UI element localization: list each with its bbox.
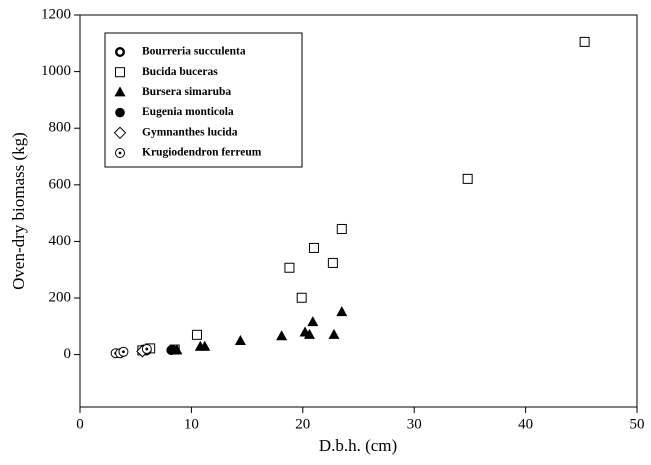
- point: [118, 346, 129, 357]
- point: [328, 328, 340, 339]
- marker-shape: [579, 36, 590, 47]
- y-tick-label: 800: [49, 120, 72, 136]
- marker-shape: [328, 328, 340, 339]
- marker-shape: [284, 262, 295, 273]
- marker-center: [118, 151, 122, 155]
- legend-label: Eugenia monticola: [142, 106, 234, 118]
- point: [296, 292, 307, 303]
- y-tick-label: 600: [49, 176, 72, 192]
- legend-marker: [114, 86, 126, 97]
- point: [336, 306, 348, 317]
- legend-box: [104, 32, 303, 168]
- marker-shape: [115, 107, 125, 118]
- x-tick-label: 40: [518, 416, 533, 432]
- point: [234, 335, 246, 346]
- point: [303, 328, 315, 339]
- x-tick-label: 50: [630, 416, 645, 432]
- point: [462, 173, 473, 184]
- legend-marker: [115, 107, 125, 118]
- point: [327, 257, 338, 268]
- marker-shape: [296, 292, 307, 303]
- point: [141, 343, 152, 354]
- marker-shape: [336, 306, 348, 317]
- marker-shape: [113, 126, 127, 140]
- point: [167, 344, 178, 355]
- point: [336, 223, 347, 234]
- plot-frame: [79, 14, 638, 408]
- marker-shape: [167, 344, 178, 355]
- y-axis-title: Oven-dry biomass (kg): [9, 132, 28, 290]
- legend-marker: [115, 67, 125, 78]
- marker-shape: [308, 242, 319, 253]
- point: [194, 340, 206, 351]
- marker-shape: [114, 47, 125, 58]
- y-tick-label: 0: [64, 346, 72, 362]
- marker-shape: [303, 328, 315, 339]
- legend-marker: [113, 126, 127, 140]
- y-tick-label: 400: [49, 233, 72, 249]
- marker-shape: [191, 329, 202, 340]
- legend-label: Bucida buceras: [142, 66, 218, 78]
- x-tick-label: 0: [76, 416, 84, 432]
- marker-center: [122, 350, 125, 354]
- legend-marker: [115, 148, 125, 158]
- marker-shape: [234, 335, 246, 346]
- marker-shape: [307, 316, 319, 327]
- marker-shape: [336, 223, 347, 234]
- x-axis-title: D.b.h. (cm): [319, 436, 397, 455]
- marker-shape: [327, 257, 338, 268]
- legend-label: Bursera simaruba: [142, 86, 231, 98]
- legend-marker: [114, 47, 125, 58]
- point: [191, 329, 202, 340]
- y-tick-label: 200: [49, 289, 72, 305]
- marker-shape: [194, 340, 206, 351]
- x-tick-label: 10: [184, 416, 199, 432]
- point: [284, 262, 295, 273]
- marker-shape: [276, 330, 288, 341]
- marker-shape: [114, 86, 126, 97]
- legend-label: Gymnanthes lucida: [142, 126, 238, 138]
- x-tick-label: 30: [407, 416, 422, 432]
- marker-shape: [462, 173, 473, 184]
- x-tick-label: 20: [295, 416, 310, 432]
- legend-label: Bourreria succulenta: [142, 46, 246, 58]
- y-tick-label: 1200: [41, 6, 71, 22]
- point: [276, 330, 288, 341]
- legend-label: Krugiodendron ferreum: [142, 147, 262, 159]
- marker-shape: [115, 67, 125, 78]
- y-tick-label: 1000: [41, 63, 71, 79]
- marker-center: [145, 347, 149, 351]
- point: [307, 316, 319, 327]
- point: [579, 36, 590, 47]
- point: [308, 242, 319, 253]
